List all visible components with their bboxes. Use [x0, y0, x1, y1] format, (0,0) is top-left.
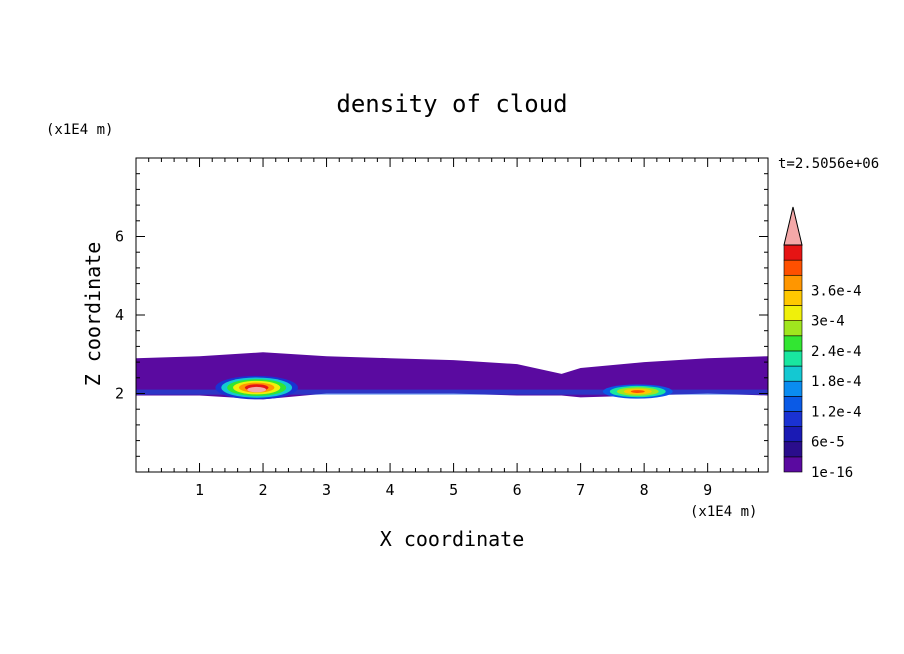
colorbar-swatch [783, 380, 803, 397]
colorbar-swatch [783, 274, 803, 291]
colorbar-swatch [783, 456, 803, 473]
density-field [136, 352, 768, 400]
colorbar-swatch [783, 305, 803, 321]
colorbar-swatch [783, 244, 803, 261]
plot-axes: 1 2 3 4 5 6 7 8 9 2 4 6 [115, 157, 769, 499]
x-axis-label: X coordinate [380, 527, 525, 551]
y-tick-label: 4 [115, 306, 124, 324]
x-unit-label: (x1E4 m) [690, 504, 757, 520]
y-axis-label: Z coordinate [81, 242, 105, 387]
colorbar-swatch [783, 411, 803, 427]
colorbar-label: 1e-16 [811, 465, 853, 481]
x-tick-label: 4 [386, 481, 395, 499]
x-tick-label: 8 [640, 481, 649, 499]
y-tick-label: 2 [115, 385, 124, 403]
colorbar-label: 2.4e-4 [811, 344, 862, 360]
y-tick-label: 6 [115, 228, 124, 246]
plot-frame [135, 157, 769, 473]
time-label: t=2.5056e+06 [778, 156, 879, 172]
x-tick-label: 7 [576, 481, 585, 499]
colorbar-swatch [783, 426, 803, 443]
density-contour [630, 390, 645, 393]
density-contour-max [247, 386, 267, 393]
colorbar-swatch [783, 320, 803, 337]
x-tick-label: 9 [703, 481, 712, 499]
x-tick-label: 1 [195, 481, 204, 499]
x-tick-label: 6 [513, 481, 522, 499]
colorbar-swatch [783, 441, 803, 458]
colorbar-label: 1.8e-4 [811, 374, 862, 390]
colorbar-label: 6e-5 [811, 435, 845, 451]
colorbar: 1e-16 6e-5 1.2e-4 1.8e-4 2.4e-4 3e-4 3.6e-4 [783, 206, 862, 481]
colorbar-swatch [783, 396, 803, 412]
x-tick-label: 2 [259, 481, 268, 499]
colorbar-label: 3e-4 [811, 314, 845, 330]
cloud-base-band [136, 389, 768, 395]
y-unit-label: (x1E4 m) [46, 122, 113, 138]
colorbar-swatch [783, 350, 803, 367]
x-tick-label: 3 [322, 481, 331, 499]
x-tick-label: 5 [449, 481, 458, 499]
colorbar-swatch [783, 335, 803, 352]
chart-title: density of cloud [336, 90, 567, 118]
colorbar-swatch [783, 365, 803, 382]
colorbar-swatch [783, 290, 803, 306]
colorbar-overflow-arrow [783, 206, 803, 246]
colorbar-label: 3.6e-4 [811, 283, 862, 299]
colorbar-swatch [783, 259, 803, 276]
colorbar-label: 1.2e-4 [811, 404, 862, 420]
